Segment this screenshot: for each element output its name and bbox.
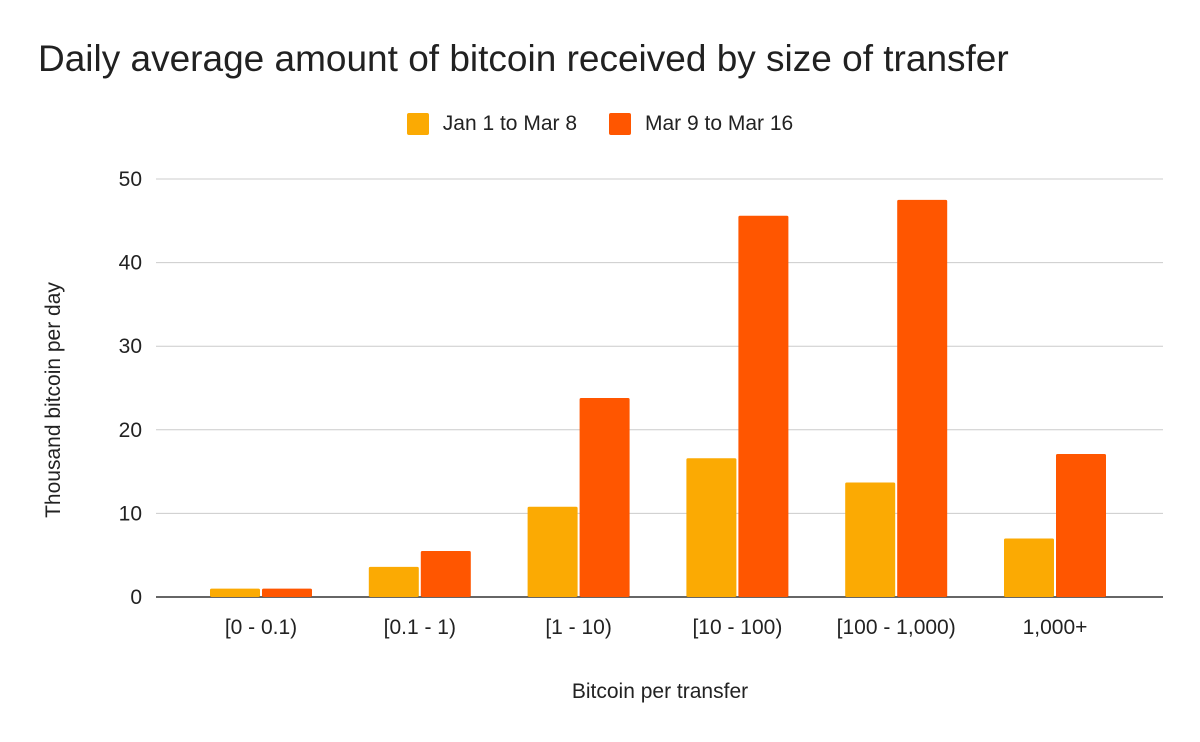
- gridlines: [156, 178, 1163, 598]
- legend-label-series-1: Jan 1 to Mar 8: [442, 112, 577, 135]
- bar-series-2-1: [262, 588, 312, 597]
- legend-item-series-1: Jan 1 to Mar 8: [406, 112, 577, 136]
- bar-series-1-3: [527, 506, 578, 597]
- y-axis-ticks: 0 10 20 30 40 50: [119, 168, 142, 609]
- y-tick-label: 50: [119, 168, 142, 191]
- bar-series-1-6: [1004, 538, 1054, 597]
- y-tick-label: 10: [119, 502, 142, 525]
- legend-label-series-2: Mar 9 to Mar 16: [645, 112, 794, 135]
- chart-title: Daily average amount of bitcoin received…: [38, 38, 1009, 79]
- x-tick-label: [10 - 100): [692, 616, 782, 639]
- y-tick-label: 0: [130, 586, 142, 609]
- legend-item-series-2: Mar 9 to Mar 16: [609, 112, 793, 136]
- bar-series-2-2: [420, 551, 471, 597]
- y-tick-label: 20: [119, 419, 142, 442]
- bar-series-2-5: [897, 199, 948, 597]
- bars: [210, 199, 1106, 597]
- bar-series-2-6: [1056, 454, 1106, 597]
- bar-series-2-4: [738, 215, 789, 597]
- legend-swatch-series-2: [609, 113, 631, 135]
- x-axis-ticks: [0 - 0.1) [0.1 - 1) [1 - 10) [10 - 100) [100…: [225, 616, 1088, 639]
- x-tick-label: [100 - 1,000): [837, 616, 956, 639]
- y-tick-label: 30: [119, 335, 142, 358]
- legend: Jan 1 to Mar 8 Mar 9 to Mar 16: [0, 112, 1200, 136]
- bar-series-1-5: [845, 482, 896, 597]
- x-tick-label: [1 - 10): [545, 616, 612, 639]
- y-axis-label: Thousand bitcoin per day: [42, 282, 65, 518]
- bar-series-1-2: [368, 566, 419, 597]
- x-axis-label: Bitcoin per transfer: [572, 680, 748, 703]
- bar-series-2-3: [579, 398, 630, 597]
- legend-swatch-series-1: [406, 113, 429, 135]
- x-tick-label: [0 - 0.1): [225, 616, 297, 639]
- bar-series-1-1: [210, 588, 260, 597]
- x-tick-label: [0.1 - 1): [384, 616, 456, 639]
- bar-series-1-4: [686, 458, 737, 597]
- y-tick-label: 40: [119, 252, 142, 275]
- x-tick-label: 1,000+: [1023, 616, 1088, 639]
